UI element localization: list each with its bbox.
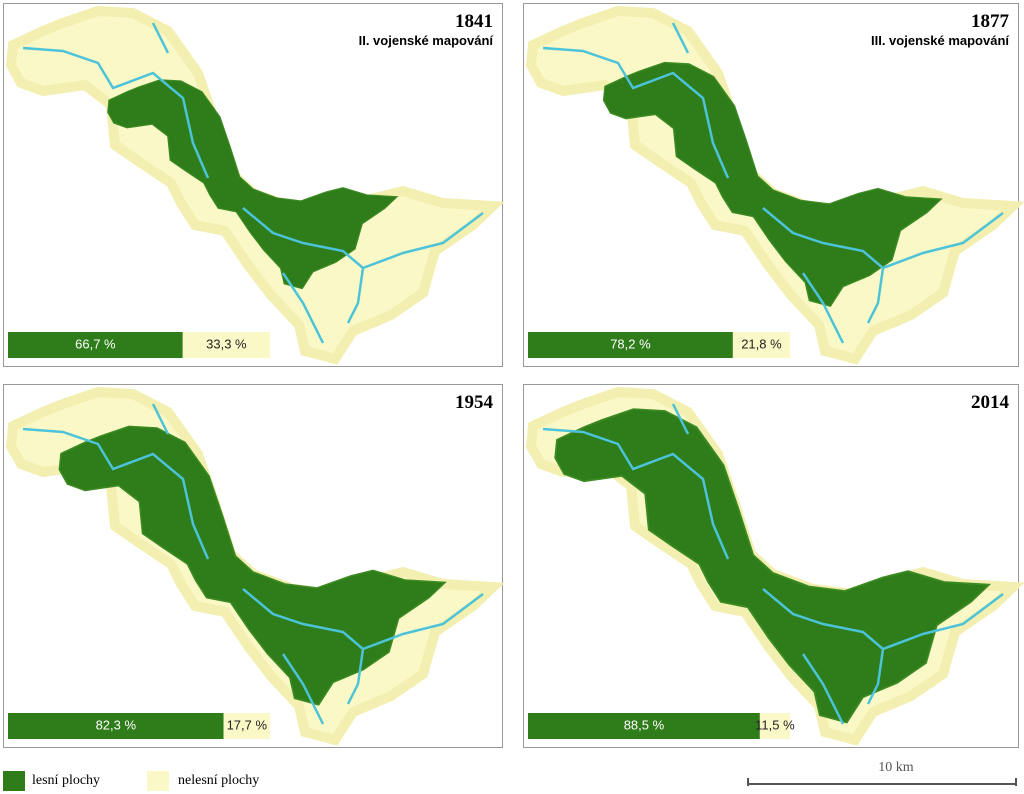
forest-bar: [8, 713, 224, 739]
year: 1954: [455, 392, 494, 413]
nonforest-bar: [223, 713, 270, 739]
nonforest-bar: [182, 332, 270, 358]
year: 1877: [971, 11, 1010, 32]
nonforest-bar: [732, 332, 790, 358]
scale-label: 10 km: [878, 760, 914, 775]
legend-swatch-nonforest: [147, 771, 169, 791]
nonforest-label: 33,3 %: [206, 336, 247, 351]
nonforest-label: 17,7 %: [227, 717, 268, 732]
legend-swatch-forest: [3, 771, 25, 791]
forest-label: 66,7 %: [75, 336, 116, 351]
nonforest-label: 11,5 %: [755, 717, 795, 732]
year: 1841: [455, 11, 493, 32]
subtitle: III. vojenské mapování: [871, 33, 1009, 48]
forest-bar: [528, 713, 760, 739]
forest-label: 88,5 %: [624, 717, 665, 732]
nonforest-label: 21,8 %: [741, 336, 782, 351]
legend-area: [0, 769, 1024, 794]
subtitle: II. vojenské mapování: [359, 33, 494, 48]
forest-bar: [8, 332, 183, 358]
forest-bar: [528, 332, 733, 358]
forest-label: 78,2 %: [610, 336, 651, 351]
legend-label: lesní plochy: [32, 773, 100, 788]
legend-label: nelesní plochy: [178, 773, 259, 788]
forest-label: 82,3 %: [96, 717, 137, 732]
year: 2014: [971, 392, 1010, 413]
scale-bar: 10 km: [747, 760, 1017, 786]
nonforest-bar: [759, 713, 790, 739]
map-panel: 1954 82,3 % 17,7 %: [3, 384, 503, 748]
map-panel: 2014 88,5 % 11,5 %: [523, 384, 1019, 748]
